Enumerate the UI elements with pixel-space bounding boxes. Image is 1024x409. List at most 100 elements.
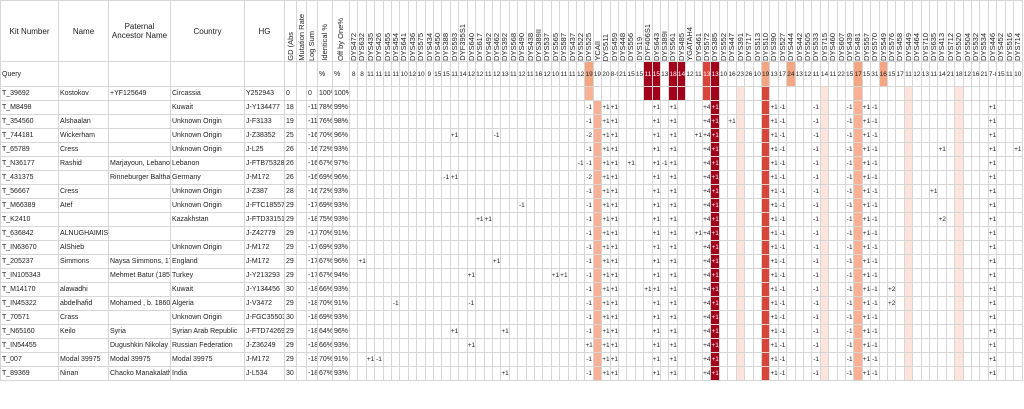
marker-header: DYS534 [979,0,989,62]
query-identical: % [317,61,333,87]
marker-cell: 11 [828,61,838,87]
marker-cell: +1 [668,240,678,255]
marker-cell [895,170,905,185]
marker-cell [365,100,376,115]
marker-cell [458,296,468,311]
marker-cell [912,100,922,115]
marker-cell: +1 [987,268,998,283]
marker-cell [508,142,519,157]
marker-cell [979,86,989,101]
marker-cell [424,282,435,297]
marker-cell [567,366,577,381]
marker-cell [617,352,628,367]
marker-cell: +1 [861,156,872,171]
marker-cell [374,170,384,185]
marker-cell [500,282,510,297]
kit-cell: T_IN105343 [0,268,59,283]
marker-cell [685,100,695,115]
marker-cell [744,184,754,199]
marker-cell: 24 [786,61,796,87]
marker-cell [525,296,535,311]
identical-cell: 66% [317,282,333,297]
marker-cell [533,142,544,157]
marker-cell [617,268,628,283]
marker-cell [449,268,460,283]
marker-cell [634,198,645,213]
marker-cell [920,240,931,255]
marker-cell: +1 [861,338,872,353]
log-sum-cell: -175 [306,226,318,241]
marker-header: DYS532 [971,0,981,62]
marker-cell [895,142,905,157]
marker-name: DYS710 [921,33,930,61]
marker-name: DYS714 [1013,33,1022,61]
marker-cell [365,198,376,213]
marker-cell [592,198,603,213]
marker-cell [533,310,544,325]
marker-cell [601,86,611,101]
marker-cell [433,338,443,353]
marker-cell: +1 [987,310,998,325]
marker-cell [954,310,964,325]
marker-cell [592,212,603,227]
marker-name: DYS454 [391,33,400,61]
marker-cell: 12 [542,61,552,87]
marker-cell [676,338,687,353]
marker-cell [491,142,502,157]
gd-cell: 19 [284,114,297,129]
marker-cell: +1 [609,282,620,297]
marker-cell [971,240,981,255]
marker-name: DYS534 [979,33,989,61]
marker-cell [508,366,519,381]
marker-cell [500,226,510,241]
marker-cell [685,268,695,283]
marker-cell: +4 [702,114,712,129]
marker-cell [836,142,846,157]
marker-cell: +1 [710,114,720,129]
marker-cell [348,156,359,171]
marker-name: DYS439 [845,33,854,61]
marker-cell: +1 [769,352,779,367]
log-sum-cell: -165 [306,156,318,171]
marker-cell [533,268,544,283]
marker-cell: -1 [777,212,788,227]
marker-cell [399,226,409,241]
marker-header: DYS576 [886,0,897,62]
marker-cell [744,366,754,381]
marker-cell [1004,184,1015,199]
marker-cell [903,268,914,283]
marker-cell [979,254,989,269]
match-row: T_M66389 Atef Unknown Origin J-FTC18557 29 -1… [0,198,1023,213]
marker-cell [542,366,552,381]
marker-cell: 16 [533,61,544,87]
marker-cell: -1 [391,296,401,311]
marker-cell [735,296,746,311]
marker-cell [777,86,788,101]
marker-cell [575,226,586,241]
marker-cell [449,142,460,157]
marker-cell [676,352,687,367]
marker-cell [449,296,460,311]
mutation-rate-cell [296,212,307,227]
marker-cell [727,352,737,367]
marker-cell [559,352,569,367]
marker-cell [752,352,762,367]
marker-cell [424,240,435,255]
marker-header: DYS511 [601,0,611,62]
match-row: T_IN105343 Mehmet Batur (185... Turkey J-Y2… [0,268,1023,283]
marker-cell [971,254,981,269]
marker-cell: +1 [987,352,998,367]
mutation-rate-cell [296,352,307,367]
marker-cell [971,156,981,171]
marker-cell [971,282,981,297]
marker-cell [828,128,838,143]
marker-cell: -1 [584,114,594,129]
marker-cell [929,324,939,339]
marker-cell: 17 [853,61,863,87]
marker-cell: -1 [575,156,586,171]
marker-cell [441,254,451,269]
marker-cell [399,240,409,255]
marker-cell [365,114,376,129]
marker-cell [861,86,872,101]
marker-cell [718,170,729,185]
